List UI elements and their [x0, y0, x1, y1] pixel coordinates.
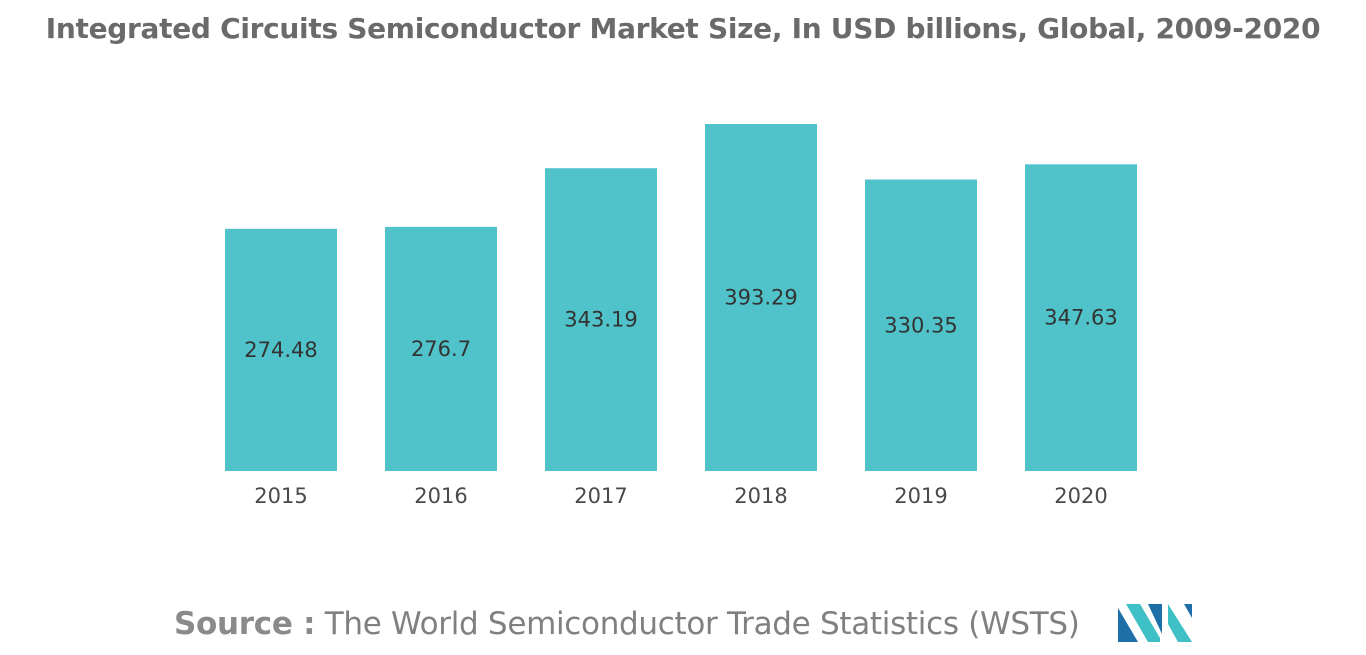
value-label-2015: 274.48	[244, 338, 317, 362]
source-label: Source :	[174, 606, 316, 642]
bar-2017	[545, 168, 657, 472]
x-tick-2019: 2019	[894, 484, 947, 508]
value-labels-group: 274.48 276.7 343.19 393.29 330.35 347.63	[244, 286, 1117, 362]
x-tick-2016: 2016	[414, 484, 467, 508]
value-label-2019: 330.35	[884, 313, 957, 337]
value-label-2016: 276.7	[411, 337, 471, 361]
bar-2016	[385, 226, 497, 471]
x-axis-ticks-group: 2015 2016 2017 2018 2019 2020	[254, 484, 1107, 508]
source-text: The World Semiconductor Trade Statistics…	[324, 606, 1080, 642]
bar-2015	[225, 228, 337, 471]
value-label-2020: 347.63	[1044, 306, 1117, 330]
x-tick-2020: 2020	[1054, 484, 1107, 508]
value-label-2018: 393.29	[724, 286, 797, 310]
bar-2018	[705, 124, 817, 471]
x-tick-2017: 2017	[574, 484, 627, 508]
x-tick-2018: 2018	[734, 484, 787, 508]
bars-group	[225, 124, 1137, 472]
value-label-2017: 343.19	[564, 308, 637, 332]
mordor-intelligence-logo-icon	[1118, 604, 1192, 642]
bar-2020	[1025, 164, 1137, 472]
chart-title: Integrated Circuits Semiconductor Market…	[45, 12, 1321, 45]
source-line: Source : The World Semiconductor Trade S…	[174, 606, 1080, 642]
x-tick-2015: 2015	[254, 484, 307, 508]
bar-2019	[865, 179, 977, 472]
